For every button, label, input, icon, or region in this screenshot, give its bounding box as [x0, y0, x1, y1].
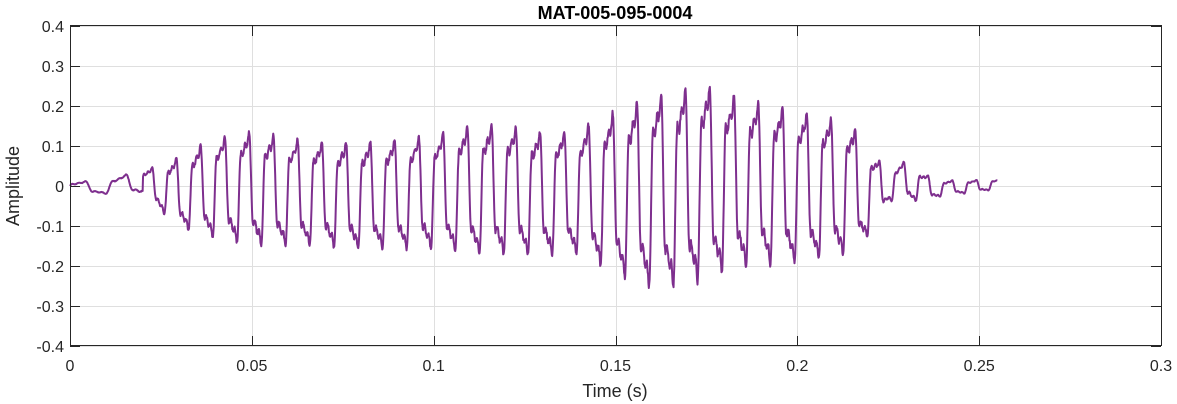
tick-marks	[70, 26, 1162, 347]
waveform-line	[69, 85, 998, 290]
y-tick-label: 0.2	[42, 99, 64, 116]
y-tick-label: 0.1	[42, 139, 64, 156]
x-tick-label: 0.15	[600, 358, 631, 375]
x-tick-label: 0.25	[964, 358, 995, 375]
y-tick-label: -0.1	[36, 219, 64, 236]
y-tick-label: 0	[55, 179, 64, 196]
x-axis-label: Time (s)	[582, 381, 647, 401]
chart-title: MAT-005-095-0004	[538, 3, 693, 23]
x-tick-label: 0.05	[236, 358, 267, 375]
x-tick-label: 0.1	[423, 358, 445, 375]
x-tick-label: 0.3	[1150, 358, 1172, 375]
y-tick-label: -0.2	[36, 259, 64, 276]
x-tick-label: 0.2	[786, 358, 808, 375]
y-tick-labels: -0.4 -0.3 -0.2 -0.1 0 0.1 0.2 0.3 0.4	[36, 19, 64, 356]
y-axis-label: Amplitude	[3, 146, 23, 226]
x-tick-labels: 0 0.05 0.1 0.15 0.2 0.25 0.3	[66, 358, 1173, 375]
y-tick-label: -0.3	[36, 299, 64, 316]
x-tick-label: 0	[66, 358, 75, 375]
y-tick-label: 0.3	[42, 59, 64, 76]
series-layer	[69, 85, 998, 290]
y-tick-label: 0.4	[42, 19, 64, 36]
y-tick-label: -0.4	[36, 339, 64, 356]
